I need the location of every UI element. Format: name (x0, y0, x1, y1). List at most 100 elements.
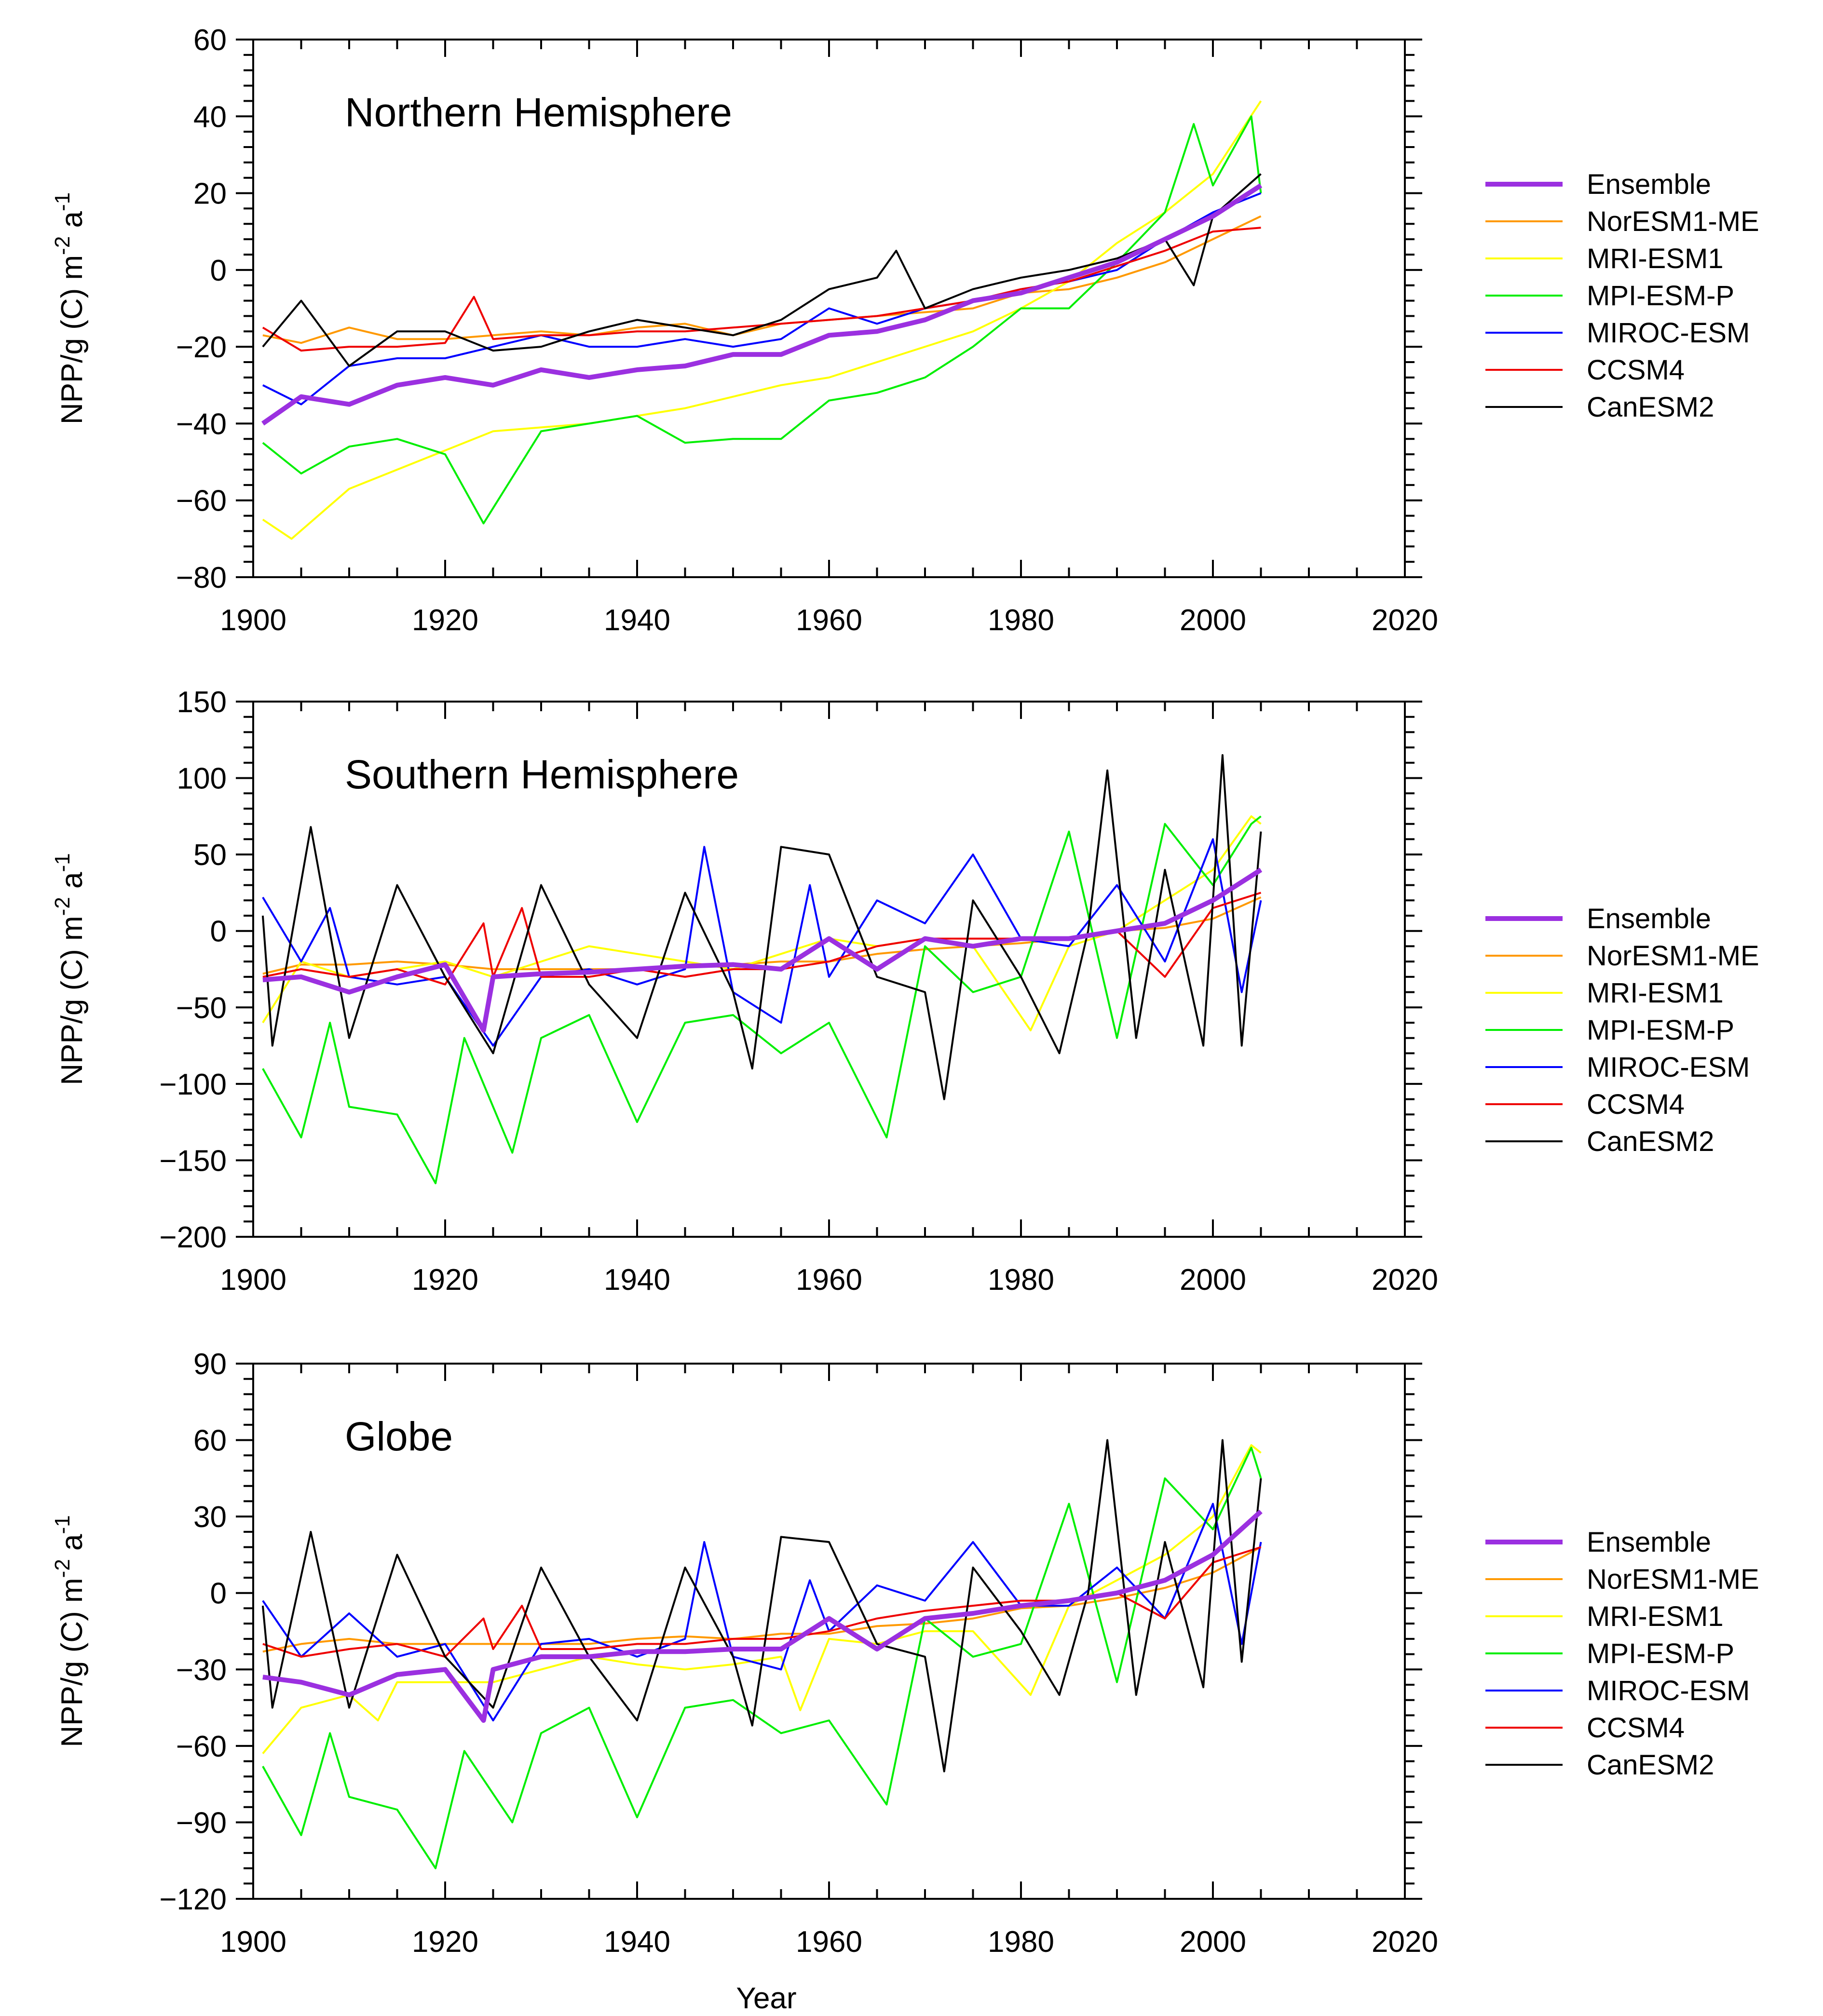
y-axis-label: NPP/g (C) m-2 a-1 (51, 192, 89, 424)
panel-title: Northern Hemisphere (345, 90, 732, 135)
x-tick-label: 1920 (412, 1263, 478, 1297)
legend-label: MIROC-ESM (1587, 1052, 1750, 1083)
y-axis-label-main: NPP/g (C) m (55, 916, 89, 1085)
legend: Ensemble NorESM1-ME MRI-ESM1 MPI-ESM-P MIROC… (1485, 169, 1759, 423)
x-tick-label: 1940 (604, 1925, 670, 1959)
y-tick-label: 0 (210, 1577, 227, 1610)
y-tick-label: −120 (159, 1883, 227, 1916)
x-tick-label: 1960 (796, 604, 862, 637)
x-tick-label: 1960 (796, 1925, 862, 1959)
legend-label: NorESM1-ME (1587, 940, 1759, 972)
y-tick-label: 0 (210, 254, 227, 287)
x-tick-label: 2020 (1372, 1925, 1438, 1959)
y-axis-label-exponent: -2 (51, 236, 74, 255)
series-line-noresm1-me (262, 1546, 1262, 1653)
y-tick-label: 20 (193, 177, 227, 211)
series-line-miroc-esm (262, 838, 1262, 1047)
legend: Ensemble NorESM1-ME MRI-ESM1 MPI-ESM-P MIROC… (1485, 903, 1759, 1157)
x-tick-label: 1980 (988, 1263, 1054, 1297)
panel-northern-hemisphere: Northern Hemisphere NPP/g (C) m-2 a-1 19… (51, 24, 1759, 637)
y-tick-label: 50 (193, 839, 227, 872)
y-tick-label: −50 (176, 991, 227, 1025)
x-tick-label: 2000 (1180, 1925, 1246, 1959)
y-axis-label-unit: a (55, 1534, 89, 1559)
legend-label: MIROC-ESM (1587, 1675, 1750, 1706)
legend: Ensemble NorESM1-ME MRI-ESM1 MPI-ESM-P MIROC… (1485, 1527, 1759, 1781)
x-tick-label: 1900 (220, 1263, 286, 1297)
axis-ticks (236, 39, 1422, 578)
legend-label: CanESM2 (1587, 1126, 1714, 1157)
y-axis-label-main: NPP/g (C) m (55, 255, 89, 424)
y-axis-label-exponent: -1 (51, 853, 74, 872)
x-tick-label: 1960 (796, 1263, 862, 1297)
y-tick-label: 60 (193, 1424, 227, 1458)
panel-title: Southern Hemisphere (345, 752, 739, 797)
x-tick-label: 2000 (1180, 604, 1246, 637)
y-tick-label: 60 (193, 24, 227, 57)
panel-globe: Globe NPP/g (C) m-2 a-1 Year 1900 1920 194… (51, 1348, 1759, 2015)
legend-label: MRI-ESM1 (1587, 243, 1724, 274)
legend-label: CanESM2 (1587, 392, 1714, 423)
series-line-ensemble (261, 183, 1263, 426)
y-tick-label: −60 (176, 1730, 227, 1763)
series-line-mri-esm1 (262, 1444, 1262, 1754)
legend-label: MPI-ESM-P (1587, 280, 1734, 311)
x-axis-label: Year (736, 1982, 796, 2015)
y-tick-label: 30 (193, 1501, 227, 1534)
legend-label: CCSM4 (1587, 354, 1685, 386)
y-axis-label-exponent: -2 (51, 1559, 74, 1578)
series-line-ensemble (262, 867, 1263, 1033)
legend-label: Ensemble (1587, 169, 1711, 200)
x-tick-label: 1980 (988, 604, 1054, 637)
chart-marks: 1900 1920 1940 1960 1980 2000 2020 −200 −150 −100… (159, 686, 1759, 1297)
y-tick-label: 40 (193, 100, 227, 134)
legend-label: Ensemble (1587, 903, 1711, 934)
series-line-mri-esm1 (262, 100, 1262, 540)
legend-label: Ensemble (1587, 1527, 1711, 1558)
x-tick-label: 1920 (412, 604, 478, 637)
y-tick-label: 0 (210, 915, 227, 948)
legend-label: CanESM2 (1587, 1749, 1714, 1781)
y-tick-label: −30 (176, 1653, 227, 1687)
y-tick-label: 90 (193, 1348, 227, 1381)
y-axis-label: NPP/g (C) m-2 a-1 (51, 1515, 89, 1747)
series-line-mpi-esm-p (262, 115, 1262, 525)
y-axis-label-exponent: -2 (51, 897, 74, 916)
panel-title: Globe (345, 1414, 453, 1459)
axis-ticks (236, 701, 1422, 1238)
series-line-noresm1-me (262, 215, 1262, 344)
y-tick-label: −90 (176, 1806, 227, 1840)
y-axis-label-main: NPP/g (C) m (55, 1578, 89, 1747)
series-line-miroc-esm (262, 192, 1262, 406)
legend-label: CCSM4 (1587, 1712, 1685, 1744)
series-line-mpi-esm-p (262, 815, 1262, 1184)
legend-label: MPI-ESM-P (1587, 1015, 1734, 1046)
series-line-canesm2 (262, 173, 1262, 367)
x-tick-label: 2020 (1372, 1263, 1438, 1297)
series-line-mpi-esm-p (262, 1447, 1262, 1869)
legend-label: MRI-ESM1 (1587, 1601, 1724, 1632)
x-tick-label: 2020 (1372, 604, 1438, 637)
x-tick-label: 1940 (604, 1263, 670, 1297)
y-tick-label: −20 (176, 331, 227, 364)
x-tick-label: 1920 (412, 1925, 478, 1959)
x-tick-label: 1980 (988, 1925, 1054, 1959)
series-line-noresm1-me (262, 896, 1262, 975)
y-tick-label: −200 (159, 1221, 227, 1254)
series-line-ensemble (262, 1509, 1263, 1723)
panel-southern-hemisphere: Southern Hemisphere NPP/g (C) m-2 a-1 19… (51, 686, 1759, 1297)
legend-label: MIROC-ESM (1587, 317, 1750, 349)
legend-label: NorESM1-ME (1587, 206, 1759, 237)
legend-label: NorESM1-ME (1587, 1564, 1759, 1595)
legend-label: MPI-ESM-P (1587, 1638, 1734, 1669)
x-tick-label: 2000 (1180, 1263, 1246, 1297)
x-tick-label: 1900 (220, 1925, 286, 1959)
series-line-miroc-esm (262, 1502, 1262, 1721)
series-line-ccsm4 (262, 1546, 1262, 1658)
y-tick-label: −100 (159, 1068, 227, 1101)
axis-ticks (236, 1363, 1422, 1900)
x-tick-label: 1940 (604, 604, 670, 637)
y-tick-label: −60 (176, 485, 227, 518)
y-tick-label: −40 (176, 407, 227, 441)
